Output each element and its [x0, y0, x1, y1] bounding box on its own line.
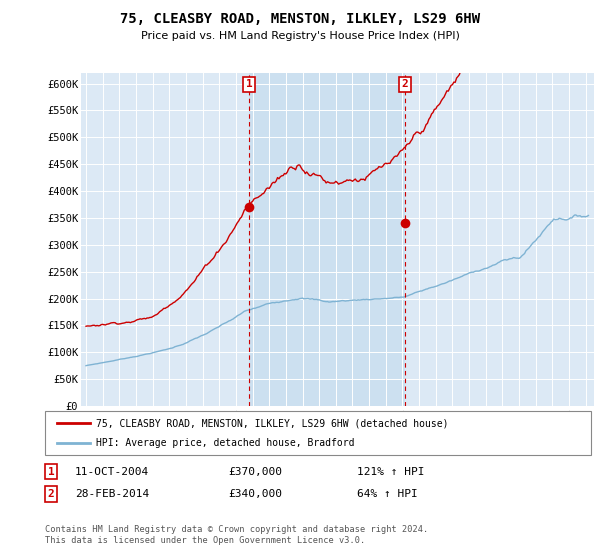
Text: 121% ↑ HPI: 121% ↑ HPI	[357, 466, 425, 477]
Text: 2: 2	[47, 489, 55, 499]
Text: 2: 2	[402, 80, 409, 90]
Text: 75, CLEASBY ROAD, MENSTON, ILKLEY, LS29 6HW: 75, CLEASBY ROAD, MENSTON, ILKLEY, LS29 …	[120, 12, 480, 26]
Bar	[249, 73, 405, 406]
Text: Price paid vs. HM Land Registry's House Price Index (HPI): Price paid vs. HM Land Registry's House …	[140, 31, 460, 41]
Text: £370,000: £370,000	[228, 466, 282, 477]
Text: 11-OCT-2004: 11-OCT-2004	[75, 466, 149, 477]
Text: 1: 1	[47, 466, 55, 477]
Text: 64% ↑ HPI: 64% ↑ HPI	[357, 489, 418, 499]
Text: HPI: Average price, detached house, Bradford: HPI: Average price, detached house, Brad…	[96, 438, 355, 449]
Text: 28-FEB-2014: 28-FEB-2014	[75, 489, 149, 499]
Text: 1: 1	[245, 80, 252, 90]
Text: 75, CLEASBY ROAD, MENSTON, ILKLEY, LS29 6HW (detached house): 75, CLEASBY ROAD, MENSTON, ILKLEY, LS29 …	[96, 418, 449, 428]
Text: £340,000: £340,000	[228, 489, 282, 499]
Text: Contains HM Land Registry data © Crown copyright and database right 2024.
This d: Contains HM Land Registry data © Crown c…	[45, 525, 428, 545]
